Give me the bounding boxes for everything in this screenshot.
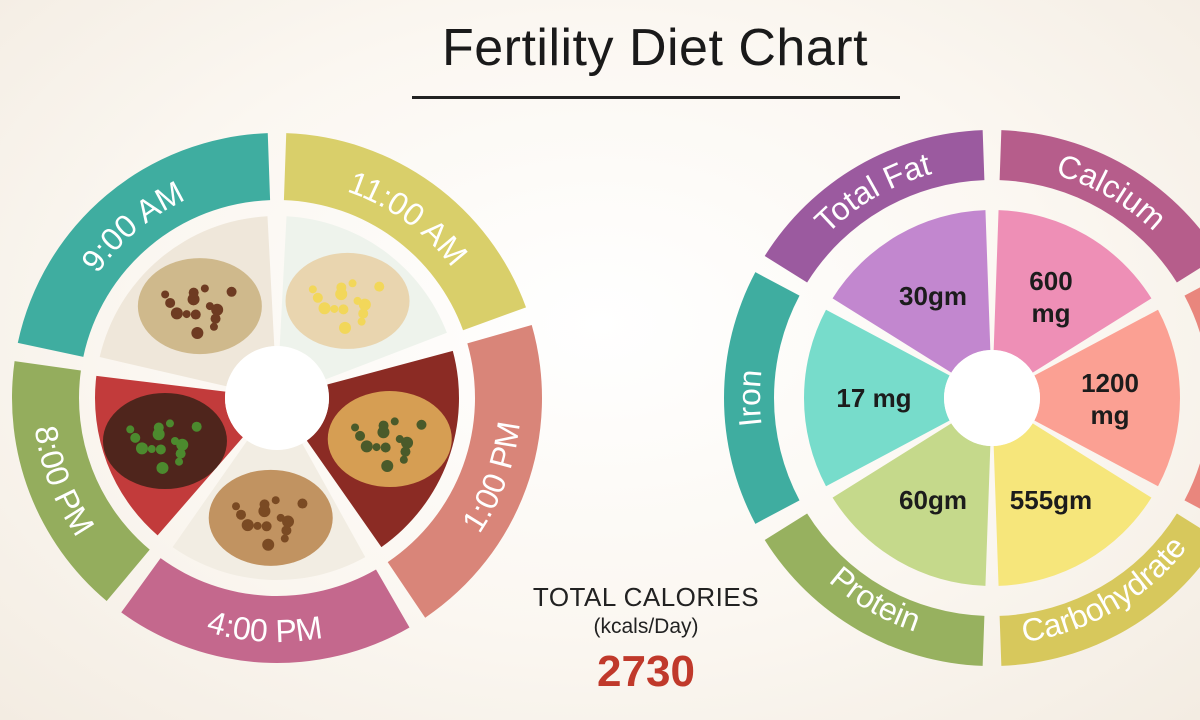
nutrient-band — [724, 272, 800, 524]
total-calories-panel: TOTAL CALORIES (kcals/Day) 2730 — [515, 582, 777, 697]
nutrient-value: 60gm — [899, 485, 967, 515]
meal-time-band — [12, 361, 150, 602]
oatmeal-with-raisins-bowl-icon — [137, 258, 262, 355]
omelette-bowl-icon — [327, 391, 452, 488]
nutrient-band — [1184, 287, 1200, 509]
title-underline — [412, 96, 900, 99]
meal-time-band — [121, 558, 410, 663]
nutrient-sector — [832, 423, 991, 586]
omelette-detail-icon — [351, 417, 427, 472]
mixed-nuts-detail-icon — [232, 496, 308, 551]
meal-time-band — [17, 133, 271, 357]
meal-time-wheel: 9:00 AM 11:00 AM1:00 PM4:00 PM8:00 PM — [12, 133, 542, 663]
nutrient-sector — [803, 309, 950, 487]
banana-smoothie-bowl-icon — [285, 252, 410, 349]
meal-time-band — [387, 324, 542, 618]
nutrient-value: 1200 mg — [1081, 368, 1139, 430]
nutrient-value: 30gm — [899, 281, 967, 311]
nutrient-value: 600 mg — [1029, 266, 1072, 328]
nutrient-value: 555gm — [1010, 485, 1092, 515]
nutrient-band — [764, 130, 985, 283]
nutrient-value: 17 mg — [836, 383, 911, 413]
lentil-soup-detail-icon — [126, 419, 202, 474]
total-calories-unit: (kcals/Day) — [593, 615, 699, 638]
total-calories-value: 2730 — [597, 647, 695, 696]
nutrient-band — [999, 130, 1200, 283]
nutrient-label: Iron — [731, 368, 769, 428]
nutrient-sector — [1034, 309, 1180, 487]
oatmeal-with-raisins-detail-icon — [161, 284, 237, 340]
mixed-nuts-bowl-icon — [208, 469, 333, 566]
page-title: Fertility Diet Chart — [441, 19, 869, 77]
nutrient-sector — [832, 210, 991, 373]
nutrient-sector — [993, 210, 1152, 373]
nutrient-band — [999, 513, 1200, 666]
nutrient-wheel-center — [944, 350, 1040, 446]
nutrient-band — [764, 513, 985, 666]
nutrient-sector — [993, 423, 1152, 586]
meal-wheel-center — [225, 346, 329, 450]
banana-smoothie-detail-icon — [308, 279, 385, 334]
total-calories-title: TOTAL CALORIES — [532, 582, 760, 612]
meal-time-band — [283, 133, 527, 331]
lentil-soup-bowl-icon — [102, 393, 227, 490]
